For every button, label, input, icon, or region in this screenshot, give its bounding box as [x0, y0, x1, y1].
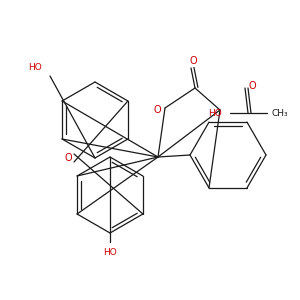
- Text: HO: HO: [28, 64, 42, 73]
- Text: HO: HO: [208, 109, 222, 118]
- Text: O: O: [153, 105, 161, 115]
- Text: O: O: [64, 153, 72, 163]
- Text: CH₃: CH₃: [271, 109, 288, 118]
- Text: O: O: [189, 56, 197, 66]
- Text: HO: HO: [103, 248, 117, 257]
- Text: O: O: [248, 81, 256, 91]
